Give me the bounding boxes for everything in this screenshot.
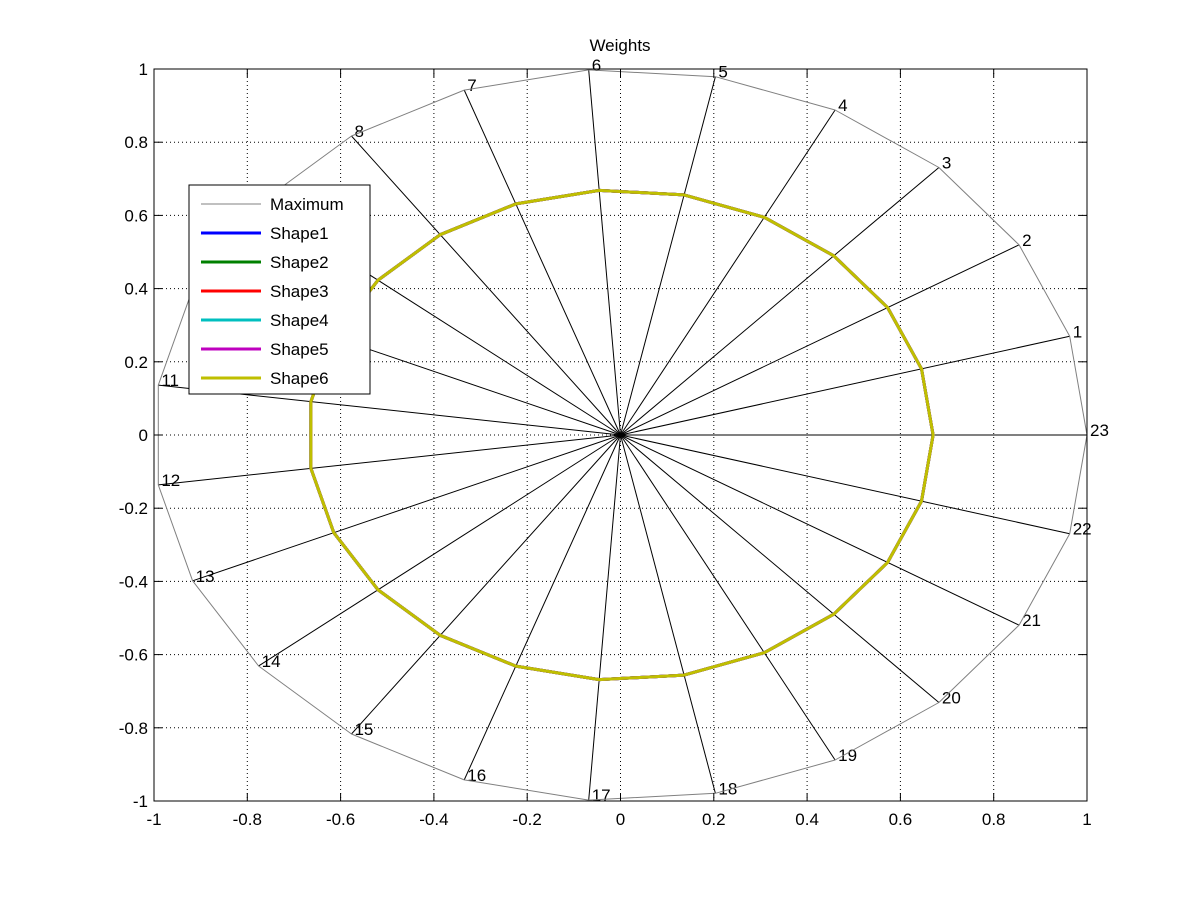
y-tick-label: -1 [133,792,148,811]
spoke-line [192,434,621,582]
spoke-line [620,434,716,794]
series-maximum-line [157,69,1088,801]
spoke-label: 12 [161,471,180,490]
x-tick-label: -1 [146,810,161,829]
y-tick-label: 0 [139,426,148,445]
legend-label: Shape1 [270,224,329,243]
series-shape6-line [309,188,935,682]
x-tick-label: -0.2 [513,810,542,829]
spoke-label: 4 [838,96,847,115]
spoke-line [463,89,621,436]
spoke-label: 3 [942,153,951,172]
spoke-label: 16 [467,766,486,785]
spoke-line [620,109,836,436]
spoke-line [588,434,621,801]
legend-label: Shape2 [270,253,329,272]
spoke-label: 20 [942,689,961,708]
spoke-line [620,434,940,703]
x-tick-label: 1 [1082,810,1091,829]
legend-label: Shape4 [270,311,329,330]
spoke-label: 19 [838,746,857,765]
y-tick-label: 1 [139,60,148,79]
y-tick-label: -0.6 [119,646,148,665]
spoke-line [158,434,621,486]
spoke-line [620,76,716,436]
legend-label: Maximum [270,195,344,214]
x-tick-label: 0.4 [795,810,819,829]
spoke-label: 6 [592,56,601,75]
spoke-line [620,434,1020,626]
spoke-label: 14 [262,652,281,671]
x-tick-label: -0.8 [233,810,262,829]
spoke-label: 22 [1073,520,1092,539]
spoke-label: 11 [161,371,179,390]
y-tick-label: 0.2 [124,353,148,372]
spoke-line [620,434,1070,535]
spoke-line [463,434,621,781]
y-tick-label: -0.8 [119,719,148,738]
x-tick-label: -0.6 [326,810,355,829]
x-tick-label: 0 [616,810,625,829]
spoke-line [620,244,1020,436]
legend-label: Shape6 [270,369,329,388]
spoke-label: 5 [718,63,727,82]
series-layer [157,69,1088,801]
y-tick-label: -0.2 [119,499,148,518]
axes-layer: -1 -0.8 -0.6 -0.4 -0.2 0 0.2 0.4 0.6 0.8 110.80.60… [119,60,1092,829]
spoke-line [620,335,1070,436]
spoke-line [620,167,940,436]
legend-label: Shape3 [270,282,329,301]
spoke-label: 2 [1022,231,1031,250]
spoke-line [620,434,836,761]
spoke-label: 7 [467,76,476,95]
spoke-label: 13 [196,567,215,586]
x-tick-label: -0.4 [419,810,448,829]
x-tick-label: 0.8 [982,810,1006,829]
spoke-label: 21 [1022,611,1041,630]
spoke-label: 15 [354,720,373,739]
spoke-line [588,69,621,436]
spoke-label: 18 [718,779,737,798]
y-tick-label: 0.8 [124,133,148,152]
y-tick-label: 0.4 [124,280,148,299]
y-tick-label: 0.6 [124,206,148,225]
spoke-label: 23 [1090,421,1109,440]
spoke-layer: 1234567891011121314151617181920212223 [158,56,1109,805]
legend: Maximum Shape1 Shape2 Shape3 Shape4 Shape5 Sha… [188,184,371,395]
spoke-line [351,135,621,436]
spoke-label: 1 [1073,322,1082,341]
x-tick-label: 0.6 [889,810,913,829]
spoke-label: 8 [354,122,363,141]
spoke-line [258,434,621,667]
spoke-line [351,434,621,735]
chart-title: Weights [589,36,650,55]
legend-label: Shape5 [270,340,329,359]
spoke-label: 17 [592,786,611,805]
x-tick-label: 0.2 [702,810,726,829]
y-tick-label: -0.4 [119,572,148,591]
